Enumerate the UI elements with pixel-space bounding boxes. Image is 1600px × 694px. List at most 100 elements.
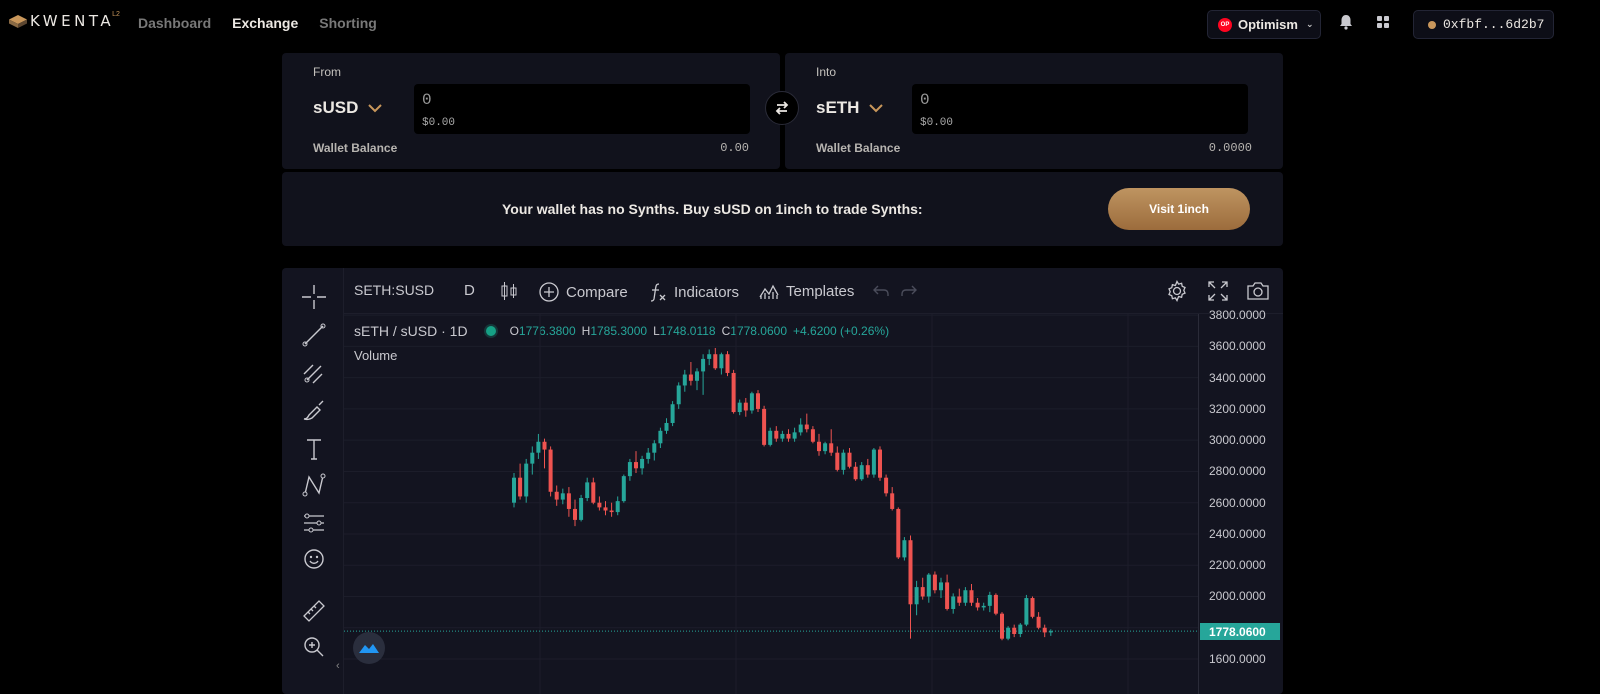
candle-body — [1024, 598, 1029, 625]
main-nav: Dashboard Exchange Shorting — [138, 15, 377, 31]
candle-body — [914, 587, 919, 605]
candle — [1018, 623, 1023, 638]
candle-body — [951, 596, 956, 609]
candle-body — [920, 587, 925, 597]
candle-body — [524, 463, 529, 497]
close-label: C — [721, 324, 731, 338]
nav-dashboard[interactable]: Dashboard — [138, 15, 212, 31]
trend-line-icon[interactable] — [301, 322, 327, 348]
swap-direction-button[interactable] — [765, 91, 799, 125]
symbol-search[interactable]: SETH:SUSD — [354, 282, 435, 298]
fib-tool-icon[interactable] — [301, 360, 327, 386]
kwenta-logo[interactable]: KWENTA L2 — [8, 11, 120, 31]
candles-type-icon[interactable] — [500, 281, 518, 301]
candlestick-plot[interactable] — [344, 314, 1198, 694]
prediction-tool-icon[interactable] — [301, 510, 327, 536]
last-price-label: 1778.0600 — [1200, 623, 1280, 640]
interval-selector[interactable]: D — [464, 282, 475, 299]
high-value: 1785.3000 — [590, 324, 648, 338]
visit-1inch-button[interactable]: Visit 1inch — [1108, 188, 1250, 230]
candle — [573, 499, 577, 527]
candle — [841, 449, 846, 475]
open-label: O — [509, 324, 519, 338]
candle-body — [768, 430, 773, 445]
zoom-in-icon[interactable] — [301, 634, 327, 660]
candle-body — [884, 477, 889, 494]
ruler-icon[interactable] — [301, 598, 327, 624]
from-amount-box: $0.00 — [414, 84, 750, 134]
candle — [835, 446, 840, 472]
bell-icon[interactable] — [1339, 14, 1353, 30]
brush-icon[interactable] — [301, 398, 327, 424]
candle — [969, 583, 974, 606]
from-balance-value: 0.00 — [720, 141, 749, 155]
chart-top-toolbar: SETH:SUSD D Compare Indicators Templates — [344, 268, 1283, 314]
candle-body — [591, 482, 596, 503]
candle-body — [847, 452, 852, 467]
candle — [804, 413, 809, 433]
candle — [993, 593, 998, 616]
candle-body — [597, 502, 602, 508]
wallet-button[interactable]: 0xfbf...6d2b7 — [1413, 10, 1554, 39]
text-tool-icon[interactable] — [301, 436, 327, 462]
candle-body — [658, 430, 663, 444]
candle — [518, 463, 523, 500]
candle — [743, 397, 748, 417]
collapse-toolbar-icon[interactable]: ‹ — [336, 660, 340, 672]
candle — [664, 418, 669, 434]
candle-body — [969, 590, 974, 603]
candle-body — [810, 429, 815, 442]
candle — [682, 369, 687, 392]
candle-body — [743, 402, 748, 411]
candle-body — [652, 443, 657, 453]
candle-body — [817, 441, 821, 452]
into-amount-box: $0.00 — [912, 84, 1248, 134]
undo-icon[interactable] — [872, 284, 890, 298]
candle — [853, 462, 858, 481]
candle-body — [975, 602, 980, 608]
chart-legend: sETH / sUSD · 1D O1776.3800 H1785.3000 L… — [354, 323, 889, 339]
settings-gear-icon[interactable] — [1166, 280, 1188, 302]
apps-grid-icon[interactable] — [1377, 16, 1389, 28]
candle — [871, 447, 876, 478]
candle — [670, 401, 675, 427]
candle — [920, 577, 925, 600]
candle-body — [518, 477, 523, 497]
candle-body — [725, 354, 730, 373]
camera-icon[interactable] — [1246, 281, 1270, 301]
network-selector[interactable]: OP Optimism ⌄ — [1207, 10, 1321, 39]
price-tick-label: 3600.0000 — [1209, 339, 1266, 354]
from-amount-input[interactable] — [422, 91, 722, 109]
nav-shorting[interactable]: Shorting — [319, 15, 377, 31]
emoji-icon[interactable] — [301, 546, 327, 572]
price-tick-label: 2800.0000 — [1209, 464, 1266, 479]
candle — [676, 382, 681, 409]
candle — [731, 369, 736, 414]
fullscreen-icon[interactable] — [1208, 281, 1228, 301]
redo-icon[interactable] — [900, 284, 918, 298]
from-currency-selector[interactable]: sUSD — [313, 98, 383, 118]
candle-body — [792, 432, 797, 439]
into-currency-selector[interactable]: sETH — [816, 98, 884, 118]
candle-body — [987, 594, 992, 606]
compare-button[interactable]: Compare — [539, 282, 628, 302]
templates-button[interactable]: Templates — [759, 282, 854, 300]
wallet-address: 0xfbf...6d2b7 — [1443, 17, 1545, 32]
nav-exchange[interactable]: Exchange — [232, 15, 299, 31]
candle — [1000, 612, 1004, 641]
candle-body — [701, 358, 706, 372]
indicators-button[interactable]: Indicators — [649, 282, 739, 302]
candle — [878, 446, 882, 481]
candle-body — [993, 594, 998, 614]
chevron-down-icon: ⌄ — [1305, 19, 1314, 29]
into-amount-input[interactable] — [920, 91, 1220, 109]
candle — [817, 433, 821, 456]
pattern-tool-icon[interactable] — [301, 472, 327, 498]
price-axis[interactable]: 3800.0000 3600.0000 3400.0000 3200.0000 3000… — [1198, 308, 1283, 694]
crosshair-icon[interactable] — [301, 284, 327, 310]
change-value: +4.6200 (+0.26%) — [793, 324, 890, 338]
tradingview-logo[interactable] — [353, 632, 385, 664]
plus-circle-icon — [539, 282, 559, 302]
candle-body — [865, 465, 870, 475]
candle — [859, 462, 864, 481]
